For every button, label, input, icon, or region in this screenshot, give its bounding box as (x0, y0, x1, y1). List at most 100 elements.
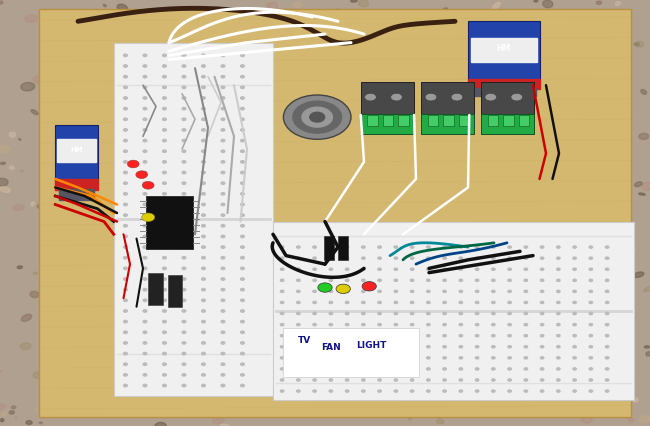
Circle shape (394, 323, 398, 326)
Circle shape (329, 257, 333, 259)
Ellipse shape (404, 252, 415, 259)
Ellipse shape (417, 266, 421, 270)
Ellipse shape (604, 376, 610, 379)
Circle shape (459, 301, 463, 304)
Circle shape (556, 257, 560, 259)
Ellipse shape (374, 148, 380, 154)
Circle shape (511, 93, 523, 101)
Ellipse shape (524, 323, 526, 326)
Ellipse shape (528, 156, 534, 159)
Circle shape (378, 334, 382, 337)
Ellipse shape (118, 107, 124, 110)
Ellipse shape (320, 308, 326, 312)
Circle shape (443, 368, 447, 370)
Ellipse shape (202, 226, 215, 235)
Circle shape (202, 225, 205, 227)
Ellipse shape (351, 409, 364, 417)
Circle shape (221, 235, 225, 238)
Circle shape (221, 310, 225, 312)
Ellipse shape (518, 368, 524, 371)
Ellipse shape (12, 406, 16, 409)
Circle shape (202, 182, 205, 184)
Circle shape (280, 301, 284, 304)
Ellipse shape (93, 394, 101, 399)
Ellipse shape (1, 162, 6, 164)
Ellipse shape (50, 95, 52, 97)
Circle shape (143, 235, 147, 238)
Circle shape (143, 363, 147, 366)
Circle shape (182, 54, 186, 57)
Ellipse shape (312, 230, 324, 239)
Circle shape (540, 345, 544, 348)
Circle shape (221, 129, 225, 131)
Ellipse shape (107, 141, 118, 149)
Ellipse shape (70, 21, 76, 26)
Bar (338, 236, 348, 260)
Ellipse shape (198, 145, 204, 148)
Ellipse shape (214, 357, 216, 359)
Circle shape (361, 246, 365, 248)
Ellipse shape (33, 372, 42, 378)
Circle shape (124, 246, 127, 248)
Circle shape (162, 384, 166, 387)
Circle shape (540, 290, 544, 293)
Circle shape (336, 284, 350, 294)
Circle shape (508, 345, 512, 348)
Ellipse shape (308, 308, 320, 315)
Ellipse shape (463, 110, 466, 112)
Ellipse shape (625, 255, 633, 261)
Circle shape (182, 75, 186, 78)
Circle shape (162, 118, 166, 121)
Circle shape (329, 345, 333, 348)
Ellipse shape (579, 384, 585, 389)
Ellipse shape (634, 182, 642, 187)
Ellipse shape (194, 334, 196, 335)
Ellipse shape (9, 132, 16, 137)
Ellipse shape (351, 0, 357, 2)
Circle shape (589, 279, 593, 282)
Circle shape (296, 268, 300, 271)
Ellipse shape (390, 86, 395, 89)
Circle shape (162, 299, 166, 302)
Ellipse shape (246, 12, 251, 14)
Circle shape (240, 193, 244, 195)
Ellipse shape (332, 322, 333, 323)
Ellipse shape (402, 35, 415, 40)
Circle shape (313, 334, 317, 337)
Ellipse shape (142, 294, 153, 302)
Ellipse shape (138, 184, 143, 187)
Circle shape (589, 345, 593, 348)
Bar (146, 196, 193, 249)
Ellipse shape (283, 112, 296, 121)
Circle shape (361, 379, 365, 381)
Circle shape (124, 193, 127, 195)
Circle shape (361, 312, 365, 315)
Ellipse shape (266, 391, 277, 398)
Ellipse shape (297, 161, 310, 168)
Ellipse shape (237, 14, 245, 16)
Circle shape (240, 107, 244, 110)
Ellipse shape (194, 219, 200, 223)
Ellipse shape (578, 337, 584, 341)
Ellipse shape (629, 248, 636, 253)
Circle shape (240, 65, 244, 67)
Bar (481, 114, 534, 135)
Circle shape (410, 334, 414, 337)
Ellipse shape (423, 365, 428, 368)
Circle shape (573, 323, 577, 326)
Circle shape (329, 279, 333, 282)
Circle shape (296, 357, 300, 359)
Circle shape (443, 390, 447, 392)
Ellipse shape (454, 341, 456, 343)
Ellipse shape (315, 213, 319, 214)
Ellipse shape (187, 91, 194, 95)
Circle shape (240, 97, 244, 99)
Ellipse shape (237, 177, 252, 186)
Circle shape (162, 107, 166, 110)
Circle shape (313, 323, 317, 326)
Ellipse shape (293, 103, 299, 106)
Circle shape (475, 268, 479, 271)
Circle shape (202, 352, 205, 355)
Circle shape (491, 246, 495, 248)
Circle shape (182, 214, 186, 216)
